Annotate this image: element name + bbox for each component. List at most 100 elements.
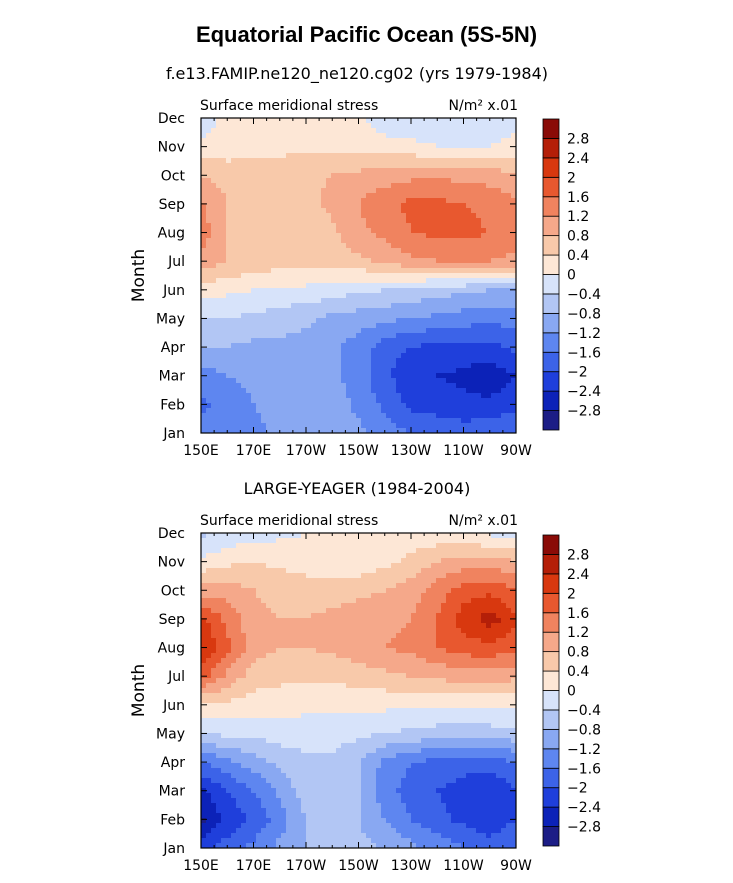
x-tick-label: 150W bbox=[338, 443, 379, 459]
colorbar-label: −0.8 bbox=[567, 722, 601, 738]
left-string: Surface meridional stress bbox=[200, 513, 378, 529]
colorbar-label: −2.4 bbox=[567, 800, 601, 816]
x-tick-label: 150W bbox=[338, 858, 379, 874]
colorbar-label: 2 bbox=[567, 586, 576, 602]
colorbar-label: −1.6 bbox=[567, 761, 601, 777]
colorbar-label: −2.8 bbox=[567, 820, 601, 836]
x-tick-label: 170E bbox=[236, 443, 272, 459]
y-tick-label: Nov bbox=[158, 140, 185, 156]
y-axis-label: Month bbox=[129, 664, 149, 717]
y-tick-label: Jan bbox=[162, 426, 185, 442]
colorbar-box bbox=[542, 332, 560, 353]
colorbar-box bbox=[542, 390, 560, 411]
x-tick-label: 170W bbox=[286, 858, 327, 874]
y-tick-label: Mar bbox=[159, 784, 186, 800]
y-tick-label: Jun bbox=[162, 698, 185, 714]
colorbar-box bbox=[542, 670, 560, 691]
colorbar-box bbox=[542, 592, 560, 614]
colorbar-label: 1.6 bbox=[567, 190, 589, 206]
colorbar-label: 2.4 bbox=[567, 151, 589, 167]
panel-title: f.e13.FAMIP.ne120_ne120.cg02 (yrs 1979-1… bbox=[166, 64, 548, 84]
colorbar-box bbox=[542, 767, 560, 789]
colorbar-label: −2.8 bbox=[567, 404, 601, 420]
colorbar-box bbox=[542, 612, 560, 633]
y-tick-label: Apr bbox=[161, 340, 185, 356]
contour-field bbox=[201, 533, 516, 848]
colorbar-label: −0.4 bbox=[567, 703, 601, 719]
y-tick-label: Jul bbox=[167, 254, 185, 270]
right-string: N/m² x.01 bbox=[449, 513, 518, 529]
y-tick-label: Sep bbox=[159, 197, 186, 213]
colorbar-label: 1.6 bbox=[567, 606, 589, 622]
colorbar-box bbox=[542, 312, 560, 334]
y-tick-label: Oct bbox=[161, 168, 186, 184]
y-tick-label: Apr bbox=[161, 755, 185, 771]
colorbar-label: −1.6 bbox=[567, 345, 601, 361]
colorbar-box bbox=[542, 748, 560, 769]
colorbar-box bbox=[542, 138, 560, 159]
colorbar-box bbox=[542, 176, 560, 198]
x-tick-label: 130W bbox=[391, 443, 432, 459]
colorbar-box bbox=[542, 709, 560, 730]
y-tick-label: Dec bbox=[158, 111, 185, 127]
colorbar: −2.8 −2.4 −2 −1.6 −1.2 −0.8 −0.4 0 0.4 0.8 1.2 1.6 2… bbox=[542, 534, 601, 847]
x-tick-label: 110W bbox=[443, 858, 484, 874]
x-tick-label: 90W bbox=[500, 443, 532, 459]
y-tick-label: Jan bbox=[162, 841, 185, 857]
colorbar-box bbox=[542, 371, 560, 392]
colorbar-box bbox=[542, 806, 560, 827]
panel-2: LARGE-YEAGER (1984-2004) Surface meridion… bbox=[129, 479, 601, 874]
x-tick-label: 170W bbox=[286, 443, 327, 459]
colorbar-label: −1.2 bbox=[567, 326, 601, 342]
y-tick-label: Sep bbox=[159, 612, 186, 628]
y-tick-label: Dec bbox=[158, 526, 185, 542]
left-string: Surface meridional stress bbox=[200, 98, 378, 114]
colorbar-box bbox=[542, 690, 560, 711]
colorbar-label: 0.4 bbox=[567, 248, 589, 264]
colorbar-box bbox=[542, 215, 560, 237]
colorbar-box bbox=[542, 787, 560, 808]
y-tick-label: Jul bbox=[167, 669, 185, 685]
colorbar-label: −0.8 bbox=[567, 306, 601, 322]
colorbar-label: 0.4 bbox=[567, 664, 589, 680]
y-tick-label: Jun bbox=[162, 283, 185, 299]
colorbar-box bbox=[542, 118, 560, 139]
y-axis-label: Month bbox=[129, 249, 149, 302]
colorbar-label: 2.8 bbox=[567, 547, 589, 563]
colorbar-box bbox=[542, 534, 560, 555]
x-tick-label: 150E bbox=[183, 443, 219, 459]
colorbar-box bbox=[542, 631, 560, 653]
y-tick-label: May bbox=[156, 311, 185, 327]
colorbar-label: 0.8 bbox=[567, 229, 589, 245]
y-tick-label: Mar bbox=[159, 369, 186, 385]
panel-title: LARGE-YEAGER (1984-2004) bbox=[244, 479, 471, 498]
colorbar-label: 1.2 bbox=[567, 209, 589, 225]
colorbar-label: −2 bbox=[567, 781, 588, 797]
page-title: Equatorial Pacific Ocean (5S-5N) bbox=[195, 22, 538, 47]
x-tick-label: 150E bbox=[183, 858, 219, 874]
y-tick-label: Aug bbox=[158, 226, 185, 242]
x-tick-label: 170E bbox=[236, 858, 272, 874]
colorbar-label: 0.8 bbox=[567, 645, 589, 661]
y-tick-label: Oct bbox=[161, 583, 186, 599]
colorbar-box bbox=[542, 254, 560, 275]
y-tick-label: Feb bbox=[160, 812, 185, 828]
colorbar: −2.8 −2.4 −2 −1.6 −1.2 −0.8 −0.4 0 0.4 0.8 1.2 1.6 2… bbox=[542, 118, 601, 431]
colorbar-label: 1.2 bbox=[567, 625, 589, 641]
right-string: N/m² x.01 bbox=[449, 98, 518, 114]
colorbar-box bbox=[542, 196, 560, 217]
colorbar-box bbox=[542, 157, 560, 178]
colorbar-label: 2 bbox=[567, 170, 576, 186]
colorbar-label: −2.4 bbox=[567, 384, 601, 400]
colorbar-box bbox=[542, 826, 560, 847]
panel-1: f.e13.FAMIP.ne120_ne120.cg02 (yrs 1979-1… bbox=[129, 64, 601, 459]
colorbar-box bbox=[542, 554, 560, 575]
colorbar-label: 2.8 bbox=[567, 131, 589, 147]
colorbar-box bbox=[542, 274, 560, 295]
x-tick-label: 90W bbox=[500, 858, 532, 874]
y-tick-label: Feb bbox=[160, 397, 185, 413]
colorbar-label: 2.4 bbox=[567, 567, 589, 583]
colorbar-box bbox=[542, 293, 560, 314]
colorbar-label: −0.4 bbox=[567, 287, 601, 303]
x-tick-label: 130W bbox=[391, 858, 432, 874]
